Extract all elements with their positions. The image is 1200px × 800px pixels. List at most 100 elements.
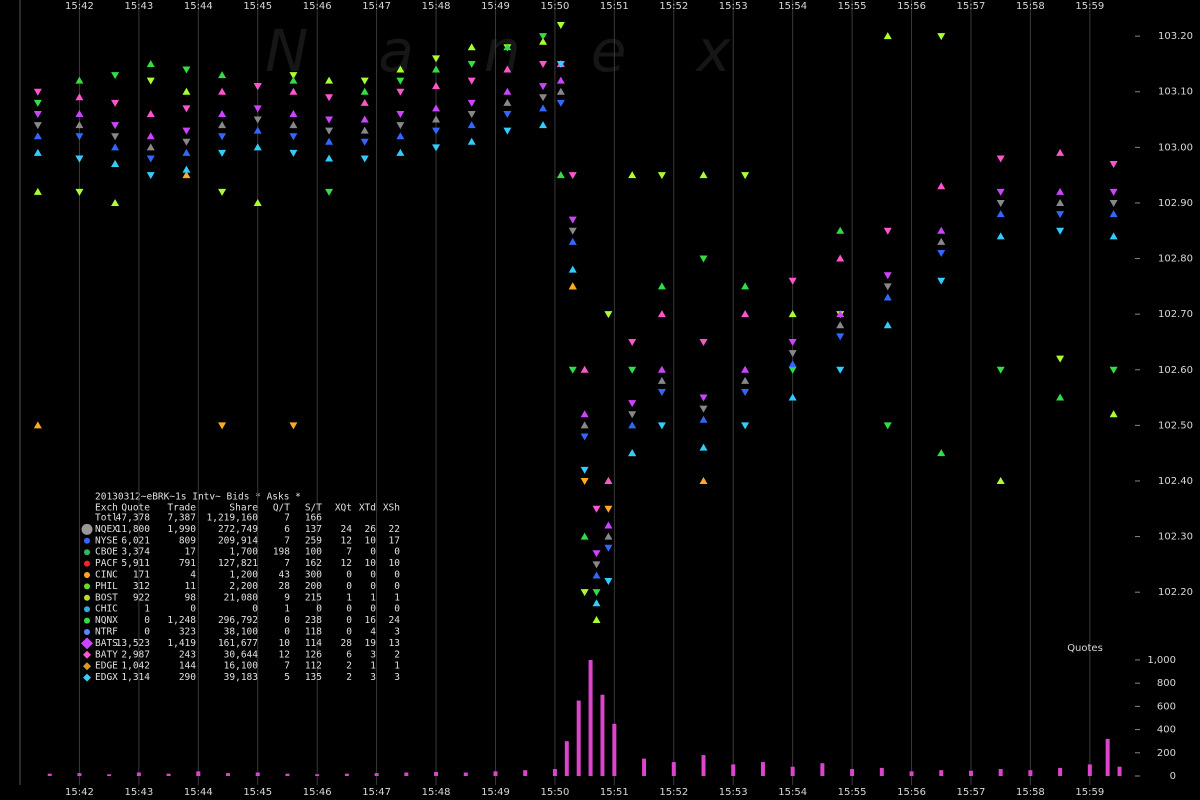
quote-marker	[604, 521, 613, 529]
x-tick-label: 15:58	[1016, 1, 1045, 12]
table-cell: 98	[185, 592, 197, 603]
x-tick-label: 15:44	[184, 787, 213, 798]
table-cell: 126	[305, 649, 322, 660]
table-header: Share	[229, 503, 258, 514]
quote-marker	[604, 578, 613, 586]
x-tick-label: 15:54	[778, 1, 807, 12]
table-cell: 24	[389, 615, 401, 626]
quote-marker	[628, 411, 637, 419]
table-cell: 238	[305, 615, 322, 626]
quote-marker	[580, 433, 589, 441]
table-cell: 0	[394, 547, 400, 558]
quote-marker	[467, 60, 476, 68]
quote-marker	[628, 449, 637, 457]
table-cell: 1,314	[121, 672, 150, 683]
table-cell: 300	[305, 570, 322, 581]
quote-bar	[1117, 766, 1122, 776]
quote-marker	[699, 415, 708, 423]
quote-marker	[75, 121, 84, 129]
quote-marker	[788, 338, 797, 346]
quote-marker	[432, 65, 441, 73]
quote-bar	[107, 774, 112, 776]
x-tick-label: 15:51	[600, 1, 629, 12]
quote-marker	[592, 599, 601, 607]
quote-marker	[699, 171, 708, 179]
quote-marker	[182, 66, 191, 74]
x-tick-label: 15:43	[124, 787, 153, 798]
table-cell: 26	[365, 524, 377, 535]
x-tick-label: 15:45	[243, 1, 272, 12]
quote-marker	[788, 366, 797, 374]
table-cell: 0	[394, 570, 400, 581]
table-cell: 0	[370, 570, 376, 581]
quote-marker	[253, 116, 262, 124]
quote-marker	[604, 544, 613, 552]
table-cell: 1	[394, 661, 400, 672]
quote-bar	[374, 773, 379, 776]
table-cell: 10	[279, 638, 291, 649]
y-tick-label: 103.00	[1158, 142, 1193, 153]
table-cell: 0	[316, 604, 322, 615]
quote-marker	[503, 87, 512, 95]
quote-marker	[503, 43, 512, 51]
table-cell: NQEX	[95, 524, 118, 535]
table-header: S/T	[305, 503, 322, 514]
table-cell: 171	[133, 570, 150, 581]
x-tick-label: 15:47	[362, 1, 391, 12]
x-tick-label: 15:42	[65, 1, 94, 12]
table-cell: 0	[370, 581, 376, 592]
quote-marker	[592, 589, 601, 597]
table-cell: PHIL	[95, 581, 118, 592]
quote-marker	[937, 449, 946, 457]
table-cell: 30,644	[224, 649, 259, 660]
quote-bar	[760, 762, 765, 776]
y-tick-label: 102.90	[1158, 198, 1193, 209]
y-tick-label: 103.20	[1158, 31, 1193, 42]
table-cell: BOST	[95, 592, 118, 603]
quote-bar	[523, 770, 528, 776]
table-cell: 17	[389, 535, 400, 546]
quote-marker	[253, 83, 262, 91]
quote-marker	[883, 272, 892, 280]
quote-marker	[33, 88, 42, 96]
quote-bar	[998, 769, 1003, 776]
quote-marker	[996, 199, 1005, 207]
quote-marker	[628, 421, 637, 429]
quote-marker	[539, 83, 548, 91]
x-tick-label: 15:43	[124, 1, 153, 12]
legend-marker	[84, 560, 90, 567]
quote-bar	[576, 700, 581, 776]
table-cell: CHIC	[95, 604, 118, 615]
y-tick-label: 102.20	[1158, 587, 1193, 598]
y-tick-label: 0	[1170, 771, 1176, 782]
table-cell: 198	[273, 547, 290, 558]
quote-marker	[836, 366, 845, 374]
table-cell: 2	[394, 649, 400, 660]
quote-marker	[1109, 199, 1118, 207]
y-tick-label: 102.60	[1158, 365, 1193, 376]
quote-marker	[592, 505, 601, 513]
quote-marker	[1109, 232, 1118, 240]
table-cell: 0	[346, 581, 352, 592]
quote-bar	[552, 769, 557, 776]
quote-bar	[196, 771, 201, 776]
quote-marker	[289, 72, 298, 80]
table-cell: 200	[305, 581, 322, 592]
table-cell: 312	[133, 581, 150, 592]
quote-marker	[467, 99, 476, 107]
quote-marker	[432, 144, 441, 152]
table-cell: 0	[394, 604, 400, 615]
quote-marker	[741, 365, 750, 373]
quote-marker	[628, 171, 637, 179]
table-cell: 7	[284, 558, 290, 569]
quote-marker	[75, 133, 84, 141]
quote-marker	[699, 476, 708, 484]
quote-marker	[33, 110, 42, 118]
quote-marker	[1056, 227, 1065, 235]
table-cell: 21,080	[224, 592, 259, 603]
quote-marker	[539, 94, 548, 102]
table-cell: 162	[305, 558, 322, 569]
quote-marker	[182, 87, 191, 95]
quote-marker	[539, 104, 548, 112]
quote-marker	[657, 365, 666, 373]
